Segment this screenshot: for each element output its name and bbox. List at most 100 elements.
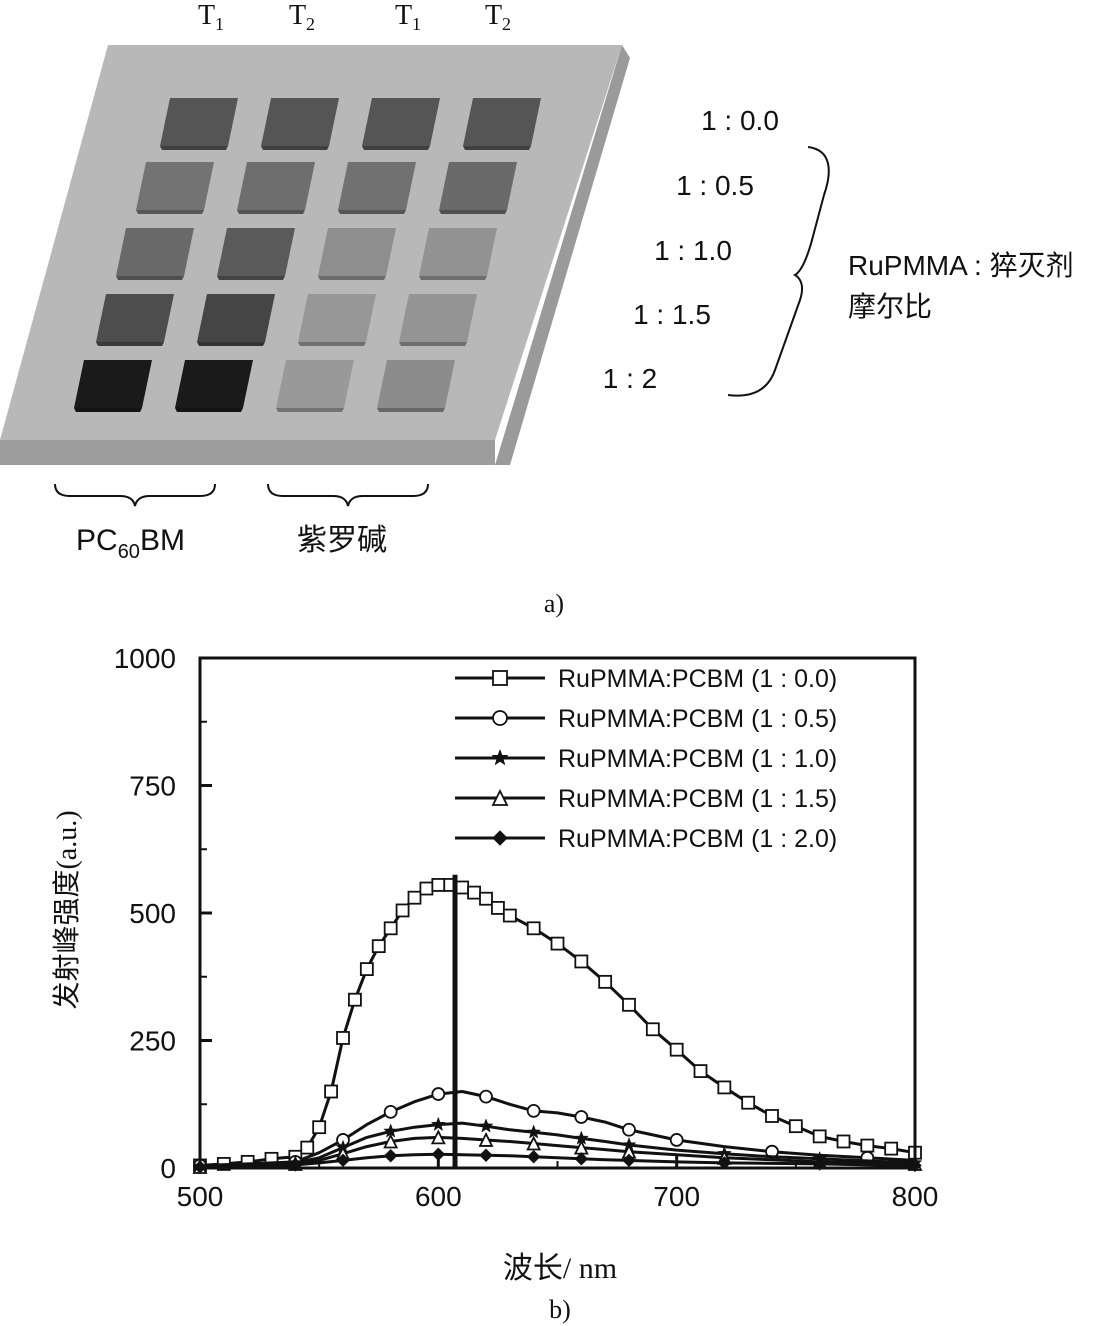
data-point bbox=[717, 1080, 732, 1095]
y-tick-label: 750 bbox=[129, 771, 176, 802]
data-point bbox=[492, 710, 508, 726]
data-point bbox=[598, 974, 613, 989]
tile-face bbox=[116, 228, 194, 276]
tile-face bbox=[160, 98, 238, 146]
data-point bbox=[491, 748, 509, 766]
axes: 500 600 700 800 0 250 500 750 1000 bbox=[114, 643, 939, 1212]
data-point bbox=[574, 954, 589, 969]
data-point bbox=[492, 830, 508, 846]
tile-shadow bbox=[377, 408, 445, 412]
legend: RuPMMA:PCBM (1 : 0.0) RuPMMA:PCBM (1 : 0.… bbox=[455, 665, 837, 853]
column-label-base: T bbox=[198, 0, 215, 31]
group-label-pcbm-tail: BM bbox=[140, 524, 185, 557]
x-axis-label: 波长/ nm bbox=[503, 1252, 617, 1285]
tile-shadow bbox=[261, 146, 329, 150]
data-point bbox=[622, 997, 636, 1012]
panel-a-figure: T1 T2 T1 T2 1 : 0.01 : 0.51 : 1.01 : 1.51 :… bbox=[0, 0, 1074, 618]
data-point bbox=[371, 939, 386, 954]
data-point bbox=[526, 921, 541, 936]
data-point bbox=[395, 903, 410, 918]
tile-r4-c2 bbox=[197, 294, 275, 346]
legend-item-2: RuPMMA:PCBM (1 : 0.5) bbox=[455, 705, 837, 733]
data-point bbox=[526, 1124, 542, 1139]
x-tick-label: 800 bbox=[892, 1181, 939, 1212]
data-point bbox=[645, 1022, 660, 1037]
data-point bbox=[430, 1129, 446, 1145]
data-point bbox=[860, 1138, 875, 1153]
data-point bbox=[324, 1084, 338, 1099]
data-point bbox=[574, 1152, 589, 1166]
tile-r3-c3 bbox=[318, 228, 396, 280]
tile-shadow bbox=[399, 342, 467, 346]
tile-r4-c4 bbox=[399, 294, 477, 346]
data-point bbox=[622, 1153, 636, 1168]
tile-face bbox=[175, 360, 253, 408]
series-line bbox=[199, 883, 916, 1167]
x-tick-label: 500 bbox=[177, 1181, 224, 1212]
plate-edge-side bbox=[495, 45, 630, 465]
data-point bbox=[431, 878, 446, 892]
data-point bbox=[312, 1120, 327, 1135]
tile-r2-c1 bbox=[136, 162, 214, 214]
tile-face bbox=[318, 228, 396, 276]
data-point bbox=[492, 670, 508, 686]
tile-shadow bbox=[237, 210, 305, 214]
tile-r1-c3 bbox=[362, 98, 440, 150]
data-point bbox=[574, 1110, 589, 1124]
brace-right-group bbox=[267, 483, 429, 507]
tile-shadow bbox=[276, 408, 344, 412]
tile-face bbox=[96, 294, 174, 342]
brace-left-group bbox=[54, 483, 216, 507]
column-label-sub: 1 bbox=[412, 14, 421, 34]
tile-shadow bbox=[175, 408, 243, 412]
tile-shadow bbox=[463, 146, 531, 150]
tile-face bbox=[276, 360, 354, 408]
legend-item-1: RuPMMA:PCBM (1 : 0.0) bbox=[455, 665, 837, 693]
data-point bbox=[467, 885, 481, 900]
data-point bbox=[431, 1087, 446, 1101]
legend-label: RuPMMA:PCBM (1 : 2.0) bbox=[558, 825, 837, 853]
x-tick-label: 600 bbox=[415, 1181, 462, 1212]
tile-shadow bbox=[318, 276, 386, 280]
tile-r3-c2 bbox=[217, 228, 295, 280]
data-point bbox=[669, 1042, 684, 1057]
data-point bbox=[407, 890, 422, 905]
tile-shadow bbox=[197, 342, 265, 346]
column-label-base: T bbox=[395, 0, 412, 31]
column-label-base: T bbox=[289, 0, 306, 31]
legend-item-4: RuPMMA:PCBM (1 : 1.5) bbox=[455, 785, 837, 813]
tile-shadow bbox=[439, 210, 507, 214]
data-point bbox=[478, 1131, 494, 1147]
tile-r3-c4 bbox=[419, 228, 497, 280]
ratio-label-5: 1 : 2 bbox=[603, 363, 657, 394]
data-point bbox=[526, 1150, 541, 1164]
tile-r5-c1 bbox=[74, 360, 152, 412]
data-point bbox=[812, 1129, 827, 1144]
column-label-4: T2 bbox=[485, 0, 511, 34]
x-tick-label: 700 bbox=[653, 1181, 700, 1212]
ratio-caption-line1: RuPMMA : 猝灭剂 bbox=[848, 250, 1074, 281]
data-point bbox=[741, 1095, 756, 1110]
data-point bbox=[479, 1089, 493, 1104]
data-point bbox=[478, 1118, 494, 1133]
tile-r4-c1 bbox=[96, 294, 174, 346]
tile-r3-c1 bbox=[116, 228, 194, 280]
tile-face bbox=[377, 360, 455, 408]
data-point bbox=[526, 1135, 542, 1151]
tile-face bbox=[261, 98, 339, 146]
ratio-labels: 1 : 0.0 1 : 0.5 1 : 1.0 1 : 1.5 1 : 2 bbox=[603, 105, 779, 394]
tile-face bbox=[217, 228, 295, 276]
data-point bbox=[348, 992, 362, 1007]
group-label-pcbm: PC60BM bbox=[76, 524, 185, 563]
ratio-label-1: 1 : 0.0 bbox=[701, 105, 779, 136]
series-1 bbox=[193, 878, 922, 1173]
column-label-1: T1 bbox=[198, 0, 224, 34]
data-point bbox=[383, 1133, 399, 1149]
y-tick-label: 500 bbox=[129, 898, 176, 929]
ratio-caption-line2: 摩尔比 bbox=[848, 291, 932, 322]
column-label-sub: 1 bbox=[215, 14, 224, 34]
data-point bbox=[479, 1148, 493, 1162]
tile-r5-c2 bbox=[175, 360, 253, 412]
column-label-3: T1 bbox=[395, 0, 421, 34]
data-point bbox=[669, 1133, 684, 1147]
